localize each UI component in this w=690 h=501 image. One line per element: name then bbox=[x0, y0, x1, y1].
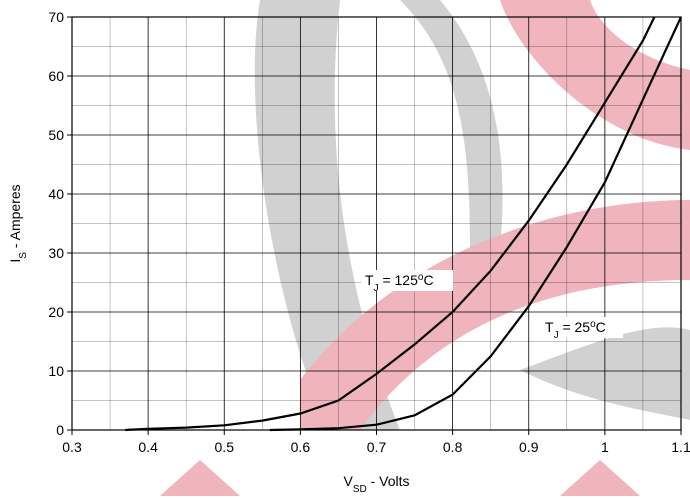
y-tick-label: 70 bbox=[48, 9, 64, 25]
y-tick-label: 20 bbox=[48, 304, 64, 320]
y-axis-label-part: - Amperes bbox=[7, 184, 23, 252]
x-tick-label: 0.6 bbox=[291, 439, 311, 455]
x-tick-label: 0.3 bbox=[62, 439, 82, 455]
x-tick-label: 0.4 bbox=[138, 439, 158, 455]
annotation-part: C bbox=[423, 272, 433, 288]
y-tick-label: 0 bbox=[56, 422, 64, 438]
annotation-part: J bbox=[374, 283, 379, 294]
annotation-bg bbox=[361, 270, 453, 291]
y-tick-label: 40 bbox=[48, 186, 64, 202]
y-axis-label-part: S bbox=[18, 252, 29, 259]
x-tick-label: 0.7 bbox=[367, 439, 387, 455]
x-tick-label: 0.9 bbox=[519, 439, 539, 455]
annotation-part: T bbox=[545, 319, 554, 335]
x-tick-label: 0.5 bbox=[215, 439, 235, 455]
annotation-part: o bbox=[418, 272, 424, 283]
x-axis-label-part: SD bbox=[353, 484, 367, 495]
x-axis-label-part: V bbox=[343, 473, 353, 489]
annotation-bg bbox=[541, 317, 623, 338]
y-tick-label: 50 bbox=[48, 127, 64, 143]
watermark bbox=[160, 0, 690, 496]
x-tick-label: 1 bbox=[601, 439, 609, 455]
series-line bbox=[269, 16, 682, 432]
series-line bbox=[125, 16, 656, 432]
annotation-part: o bbox=[590, 319, 596, 330]
annotation-part: T bbox=[365, 272, 374, 288]
x-axis-label: VSD - Volts bbox=[343, 473, 409, 495]
y-tick-label: 60 bbox=[48, 68, 64, 84]
y-axis-label-part: I bbox=[7, 259, 23, 263]
x-axis-label-part: - Volts bbox=[367, 473, 410, 489]
plot-frame bbox=[71, 16, 682, 431]
y-axis-label: IS - Amperes bbox=[7, 184, 29, 262]
plot: 0.3 0.4 0.5 0.6 0.7 0.8 0.9 1 1.1 0 10 20 30 40 50 60 70… bbox=[7, 9, 690, 495]
annotation: TJ = 125oC bbox=[365, 272, 434, 294]
annotation-part: = 25 bbox=[559, 319, 591, 335]
y-tick-label: 30 bbox=[48, 245, 64, 261]
annotation-part: C bbox=[596, 319, 606, 335]
x-tick-label: 1.1 bbox=[671, 439, 690, 455]
annotation-part: = 125 bbox=[379, 272, 419, 288]
y-tick-label: 10 bbox=[48, 363, 64, 379]
annotation: TJ = 25oC bbox=[545, 319, 606, 341]
x-tick-label: 0.8 bbox=[443, 439, 463, 455]
annotation-part: J bbox=[554, 330, 559, 341]
